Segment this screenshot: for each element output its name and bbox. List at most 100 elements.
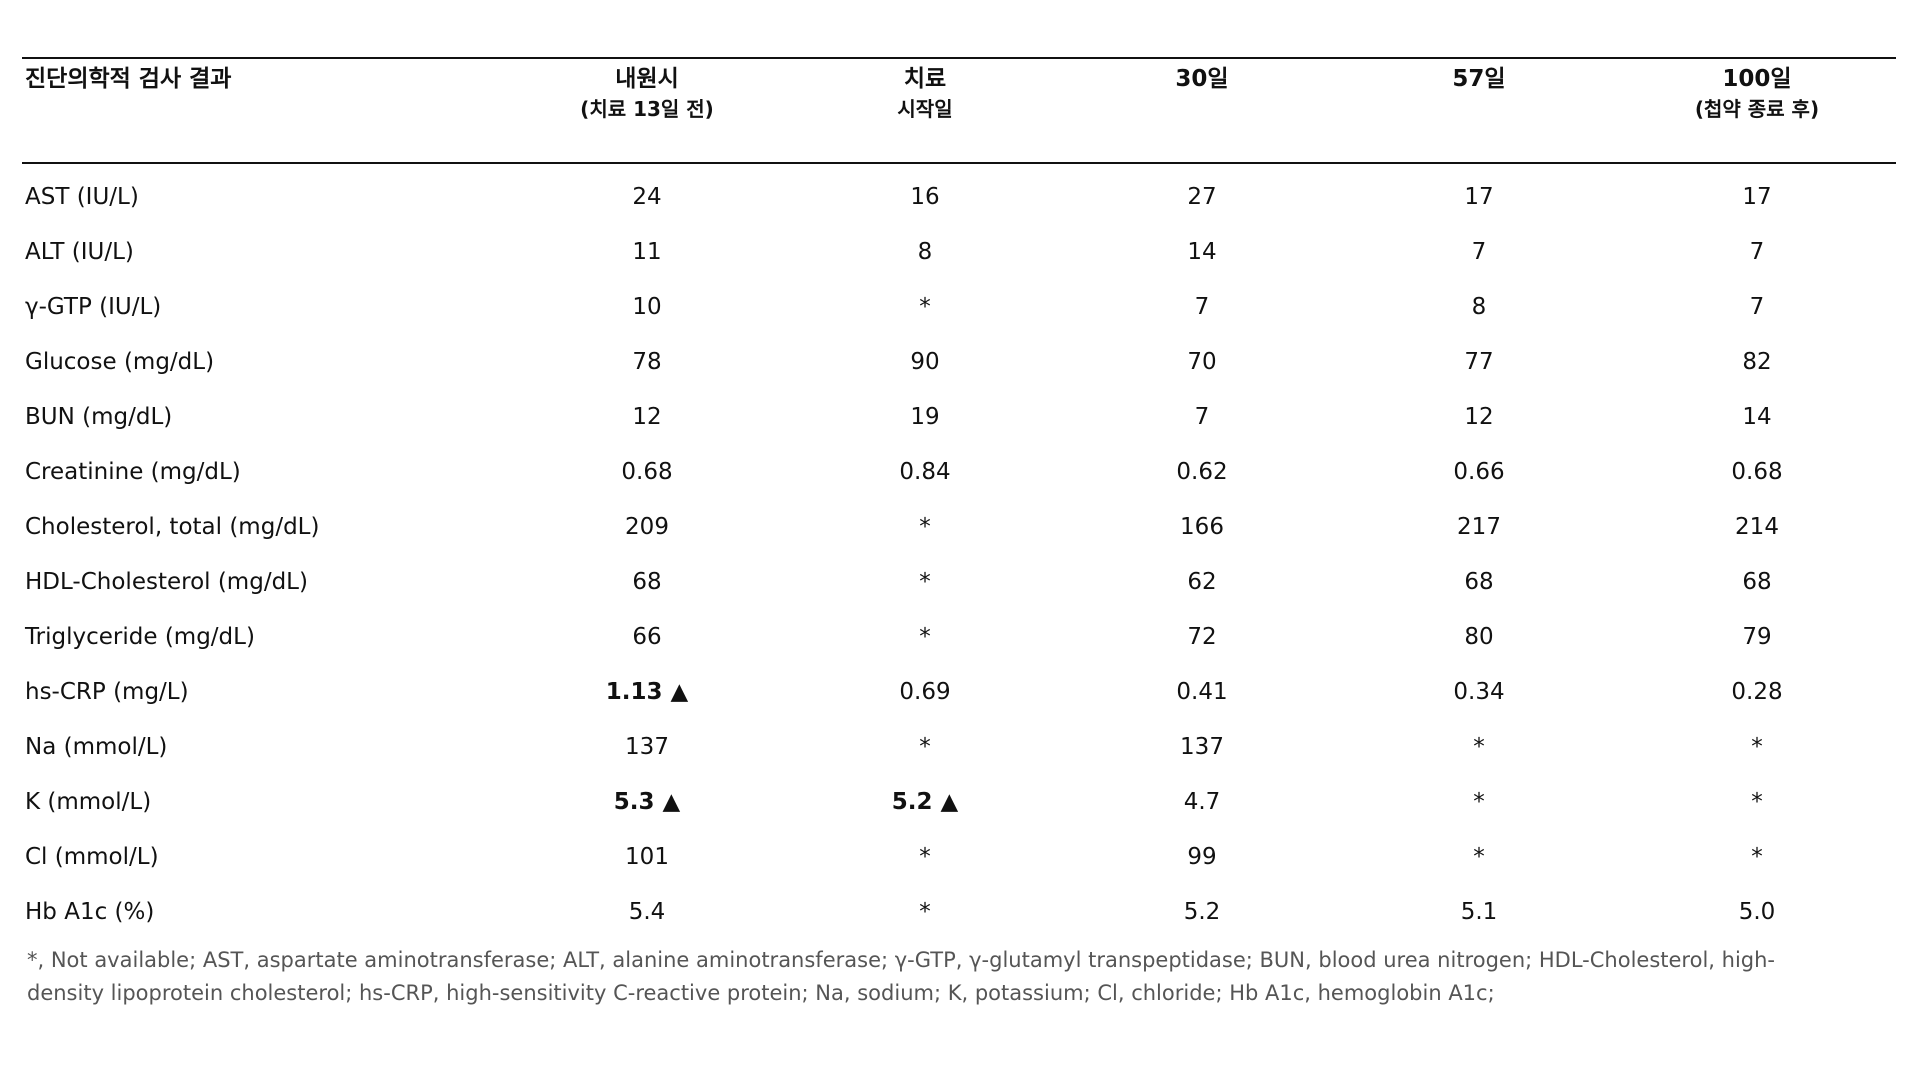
value-cell: 5.2 [1183, 899, 1221, 925]
value-cell: 77 [1464, 349, 1494, 375]
row-label: Cholesterol, total (mg/dL) [25, 514, 320, 540]
header-line: (첩약 종료 후) [1694, 97, 1820, 121]
value-cell: * [919, 899, 931, 925]
value-cell: 7 [1194, 404, 1210, 430]
header-rule [22, 162, 1896, 164]
header-cell: 100일 (첩약 종료 후) [1695, 64, 1819, 124]
value-cell: 27 [1187, 184, 1217, 210]
top-rule [22, 57, 1896, 59]
value-cell: 5.3 ▲ [613, 789, 681, 815]
value-cell: 7 [1194, 294, 1210, 320]
value-cell: 217 [1457, 514, 1501, 540]
value-cell: 5.0 [1738, 899, 1776, 925]
value-cell: 14 [1187, 239, 1217, 265]
value-cell: 101 [625, 844, 669, 870]
value-cell: * [1473, 789, 1485, 815]
row-label: Triglyceride (mg/dL) [25, 624, 255, 650]
value-cell: * [919, 734, 931, 760]
value-cell: 5.2 ▲ [891, 789, 959, 815]
value-cell: 68 [1464, 569, 1494, 595]
value-cell: 0.34 [1453, 679, 1505, 705]
row-label: HDL-Cholesterol (mg/dL) [25, 569, 308, 595]
header-cell: 내원시 (치료 13일 전) [580, 64, 714, 124]
footnote: *, Not available; AST, aspartate aminotr… [27, 948, 1775, 972]
value-cell: * [919, 624, 931, 650]
value-cell: 66 [632, 624, 662, 650]
value-cell: 0.68 [1731, 459, 1783, 485]
value-cell: 68 [1742, 569, 1772, 595]
value-cell: 70 [1187, 349, 1217, 375]
header-line: 57일 [1452, 66, 1506, 92]
value-cell: * [1473, 844, 1485, 870]
value-cell: * [919, 294, 931, 320]
row-label: Na (mmol/L) [25, 734, 168, 760]
value-cell: 137 [1180, 734, 1224, 760]
value-cell: 12 [632, 404, 662, 430]
value-cell: 10 [632, 294, 662, 320]
row-label: K (mmol/L) [25, 789, 152, 815]
value-cell: 78 [632, 349, 662, 375]
row-label: Glucose (mg/dL) [25, 349, 215, 375]
value-cell: 8 [1471, 294, 1487, 320]
header-line: 시작일 [897, 97, 953, 121]
value-cell: 72 [1187, 624, 1217, 650]
header-cell: 치료 시작일 [897, 64, 952, 124]
value-cell: 7 [1749, 294, 1765, 320]
value-cell: 0.28 [1731, 679, 1783, 705]
header-line: (치료 13일 전) [580, 97, 714, 121]
value-cell: 214 [1735, 514, 1779, 540]
row-label: ALT (IU/L) [25, 239, 134, 265]
value-cell: 0.84 [899, 459, 951, 485]
header-cell: 진단의학적 검사 결과 [25, 64, 231, 94]
value-cell: 12 [1464, 404, 1494, 430]
row-label: hs-CRP (mg/L) [25, 679, 189, 705]
value-cell: 80 [1464, 624, 1494, 650]
header-line: 30일 [1175, 66, 1229, 92]
row-label: γ-GTP (IU/L) [25, 294, 162, 320]
value-cell: 99 [1187, 844, 1217, 870]
value-cell: 5.4 [628, 899, 666, 925]
value-cell: * [1751, 789, 1763, 815]
row-label: Hb A1c (%) [25, 899, 155, 925]
value-cell: * [1751, 844, 1763, 870]
value-cell: 79 [1742, 624, 1772, 650]
value-cell: 0.68 [621, 459, 673, 485]
value-cell: 166 [1180, 514, 1224, 540]
value-cell: 11 [632, 239, 662, 265]
value-cell: 0.69 [899, 679, 951, 705]
value-cell: * [1751, 734, 1763, 760]
value-cell: 82 [1742, 349, 1772, 375]
value-cell: * [1473, 734, 1485, 760]
header-cell: 57일 [1452, 64, 1505, 94]
value-cell: 62 [1187, 569, 1217, 595]
value-cell: 17 [1464, 184, 1494, 210]
value-cell: 68 [632, 569, 662, 595]
value-cell: * [919, 844, 931, 870]
value-cell: 7 [1749, 239, 1765, 265]
header-line: 진단의학적 검사 결과 [25, 66, 232, 92]
value-cell: 0.41 [1176, 679, 1228, 705]
header-cell: 30일 [1175, 64, 1228, 94]
value-cell: 7 [1471, 239, 1487, 265]
value-cell: 0.62 [1176, 459, 1228, 485]
value-cell: 14 [1742, 404, 1772, 430]
row-label: Creatinine (mg/dL) [25, 459, 241, 485]
row-label: Cl (mmol/L) [25, 844, 159, 870]
value-cell: 4.7 [1183, 789, 1221, 815]
row-label: BUN (mg/dL) [25, 404, 173, 430]
header-line: 100일 [1722, 66, 1792, 92]
value-cell: 209 [625, 514, 669, 540]
row-label: AST (IU/L) [25, 184, 139, 210]
footnote: density lipoprotein cholesterol; hs-CRP,… [27, 981, 1495, 1005]
value-cell: 8 [917, 239, 933, 265]
value-cell: 137 [625, 734, 669, 760]
value-cell: * [919, 514, 931, 540]
value-cell: 5.1 [1460, 899, 1498, 925]
value-cell: 19 [910, 404, 940, 430]
value-cell: 24 [632, 184, 662, 210]
value-cell: 16 [910, 184, 940, 210]
value-cell: 0.66 [1453, 459, 1505, 485]
value-cell: * [919, 569, 931, 595]
value-cell: 17 [1742, 184, 1772, 210]
